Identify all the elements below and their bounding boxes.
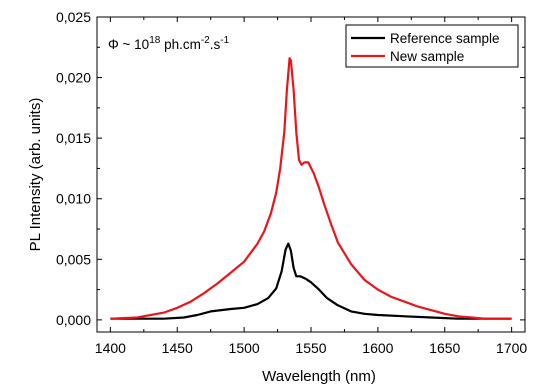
series-line-new-sample [110,57,512,320]
y-axis-title: PL Intensity (arb. units) [27,98,44,252]
x-tick-label: 1400 [95,340,126,356]
legend-label-reference-sample: Reference sample [390,31,500,46]
x-tick-label: 1550 [295,340,326,356]
y-tick-label: 0,010 [56,191,91,207]
series-line-reference-sample [110,242,512,320]
x-tick-label: 1600 [362,340,393,356]
y-tick-label: 0,000 [56,312,91,328]
legend-label-new-sample: New sample [390,49,464,64]
annotation-part: Φ ~ 10 [108,37,149,52]
flux-annotation: Φ ~ 1018 ph.cm-2.s-1 [108,35,230,52]
annotation-part: .s [210,37,221,52]
y-tick-label: 0,005 [56,251,91,267]
y-tick-label: 0,020 [56,70,91,86]
annotation-part: -1 [220,35,229,46]
annotation-part: -2 [201,35,210,46]
y-tick-label: 0,015 [56,130,91,146]
legend-box [345,24,519,68]
x-tick-label: 1500 [229,340,260,356]
x-tick-label: 1700 [496,340,527,356]
x-tick-label: 1450 [162,340,193,356]
x-tick-label: 1650 [429,340,460,356]
annotation-part: 18 [149,35,161,46]
annotation-part: ph.cm [160,37,201,52]
x-axis-title: Wavelength (nm) [262,368,376,385]
y-tick-label: 0,025 [56,9,91,25]
